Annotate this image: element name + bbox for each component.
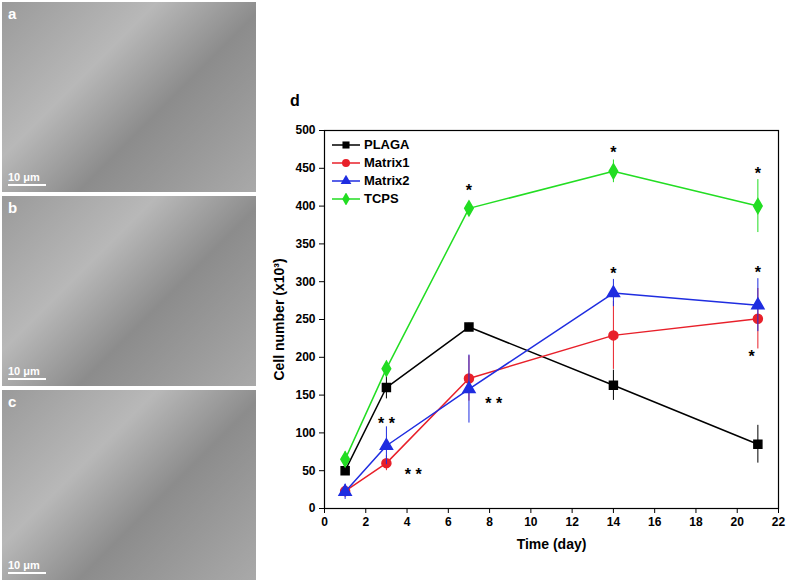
html-text:10 μm: 10 μm <box>8 171 40 183</box>
html-text:10 μm: 10 μm <box>8 365 40 377</box>
svg-text:16: 16 <box>648 515 662 529</box>
svg-text:*: * <box>749 348 756 365</box>
svg-text:0: 0 <box>321 515 328 529</box>
svg-text:500: 500 <box>295 123 315 137</box>
svg-text:* *: * * <box>485 395 503 412</box>
svg-text:10: 10 <box>524 515 538 529</box>
html-text:d: d <box>290 92 300 109</box>
svg-text:*: * <box>466 182 473 199</box>
svg-text:4: 4 <box>404 515 411 529</box>
svg-text:14: 14 <box>607 515 621 529</box>
html-text:b: b <box>8 199 18 216</box>
svg-text:* *: * * <box>378 415 396 432</box>
svg-text:6: 6 <box>445 515 452 529</box>
svg-text:300: 300 <box>295 275 315 289</box>
svg-text:200: 200 <box>295 350 315 364</box>
svg-text:450: 450 <box>295 161 315 175</box>
svg-text:*: * <box>755 165 762 182</box>
svg-text:*: * <box>610 265 617 282</box>
svg-text:*: * <box>610 144 617 161</box>
html-text:PLAGA: PLAGA <box>364 137 410 152</box>
svg-text:*: * <box>755 264 762 281</box>
svg-text:150: 150 <box>295 388 315 402</box>
svg-text:400: 400 <box>295 199 315 213</box>
svg-text:2: 2 <box>362 515 369 529</box>
svg-text:250: 250 <box>295 312 315 326</box>
html-text:Matrix2: Matrix2 <box>364 173 410 188</box>
html-text:TCPS: TCPS <box>364 191 399 206</box>
svg-text:Time (day): Time (day) <box>517 536 587 552</box>
html-text:10 μm: 10 μm <box>8 559 40 571</box>
svg-text:350: 350 <box>295 237 315 251</box>
svg-text:* *: * * <box>405 466 423 483</box>
svg-text:Cell number (x10³): Cell number (x10³) <box>271 258 287 380</box>
svg-text:18: 18 <box>689 515 703 529</box>
svg-text:12: 12 <box>565 515 579 529</box>
svg-text:100: 100 <box>295 426 315 440</box>
svg-text:0: 0 <box>309 501 316 515</box>
svg-text:50: 50 <box>302 464 316 478</box>
html-text:Matrix1: Matrix1 <box>364 155 410 170</box>
html-text:c: c <box>8 393 17 410</box>
html-text:a: a <box>8 5 17 22</box>
svg-text:22: 22 <box>772 515 786 529</box>
svg-text:20: 20 <box>731 515 745 529</box>
svg-text:8: 8 <box>486 515 493 529</box>
